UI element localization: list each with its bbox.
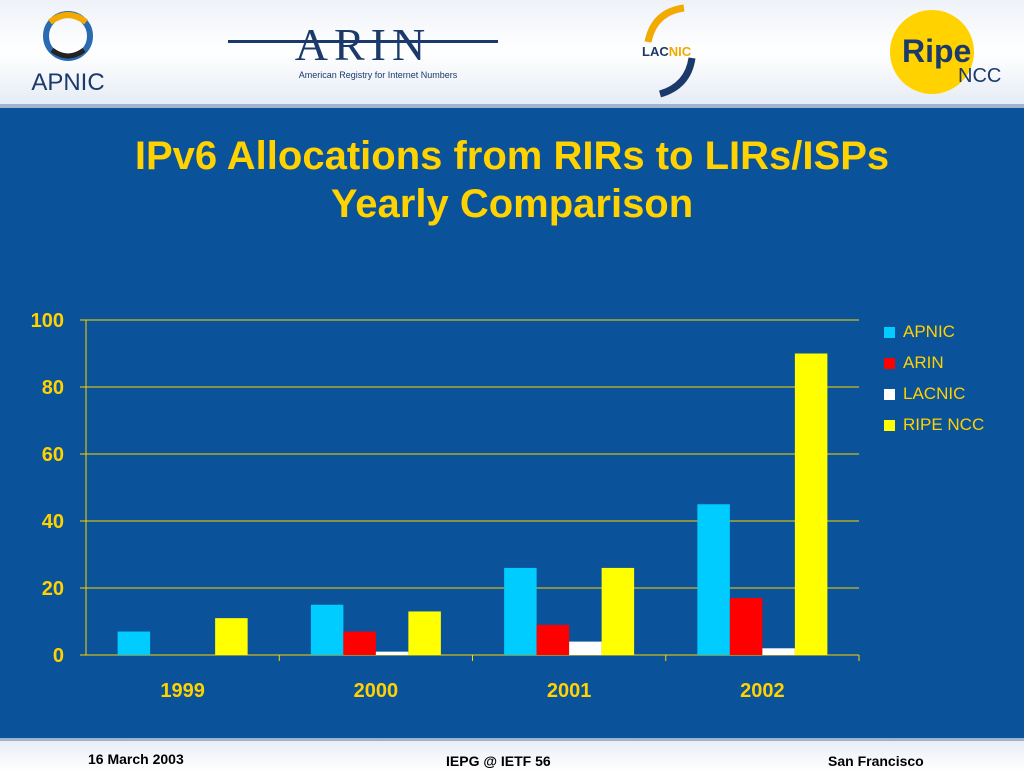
bar-apnic <box>310 604 344 655</box>
logo-banner: APNIC ARIN American Registry for Interne… <box>0 0 1024 108</box>
y-tick-label: 0 <box>53 645 64 667</box>
bar-ripe-ncc <box>215 618 248 655</box>
bar-ripe-ncc <box>408 611 441 655</box>
y-tick-label: 40 <box>42 511 64 533</box>
bar-arin <box>536 624 570 655</box>
x-tick-label: 2002 <box>740 680 785 702</box>
y-tick-label: 20 <box>42 578 64 600</box>
y-tick-label: 100 <box>31 310 64 332</box>
legend-swatch <box>884 327 895 338</box>
legend-label: LACNIC <box>903 384 965 403</box>
bar-lacnic <box>762 648 795 655</box>
bar-apnic <box>504 567 537 655</box>
legend-label: RIPE NCC <box>903 415 984 434</box>
legend-swatch <box>884 420 895 431</box>
footer-event: IEPG @ IETF 56 <box>446 753 551 769</box>
legend-label: APNIC <box>903 322 955 341</box>
bar-arin <box>729 598 763 655</box>
bar-ripe-ncc <box>794 353 828 655</box>
bar-ripe-ncc <box>601 567 635 655</box>
bar-chart: 0 20 40 60 80 100 1999 2000 2001 2002 APNIC ARIN LAC… <box>31 310 985 702</box>
arin-tagline: American Registry for Internet Numbers <box>299 70 458 80</box>
x-tick-label: 2000 <box>354 680 399 702</box>
bar-arin <box>343 631 376 655</box>
footer-location: San Francisco <box>828 753 924 769</box>
legend-label: ARIN <box>903 353 944 372</box>
arin-logo-text: ARIN <box>295 19 431 70</box>
slide-title-line2: Yearly Comparison <box>330 182 694 226</box>
x-tick-label: 2001 <box>547 680 592 702</box>
apnic-logo-text: APNIC <box>31 69 104 96</box>
y-tick-label: 60 <box>42 444 64 466</box>
lacnic-logo: LACNIC <box>642 4 696 98</box>
bar-lacnic <box>375 651 409 655</box>
arin-logo: ARIN American Registry for Internet Numb… <box>228 19 498 80</box>
slide-title: IPv6 Allocations from RIRs to LIRs/ISPs … <box>0 132 1024 228</box>
y-tick-label: 80 <box>42 377 64 399</box>
legend-swatch <box>884 358 895 369</box>
bar-lacnic <box>569 641 602 655</box>
footer: 16 March 2003 IEPG @ IETF 56 San Francis… <box>0 738 1024 771</box>
footer-date: 16 March 2003 <box>88 751 184 767</box>
ncc-logo-text: NCC <box>958 65 1001 87</box>
bar-apnic <box>117 631 151 655</box>
lacnic-logo-lac: LACNIC <box>642 44 692 59</box>
x-tick-label: 1999 <box>160 680 205 702</box>
apnic-logo: APNIC <box>31 11 105 96</box>
legend-swatch <box>884 389 895 400</box>
ripe-logo-text: Ripe <box>902 33 971 69</box>
bar-apnic <box>697 504 730 655</box>
slide-title-line1: IPv6 Allocations from RIRs to LIRs/ISPs <box>134 134 890 178</box>
ripe-ncc-logo: Ripe NCC <box>890 10 1001 94</box>
